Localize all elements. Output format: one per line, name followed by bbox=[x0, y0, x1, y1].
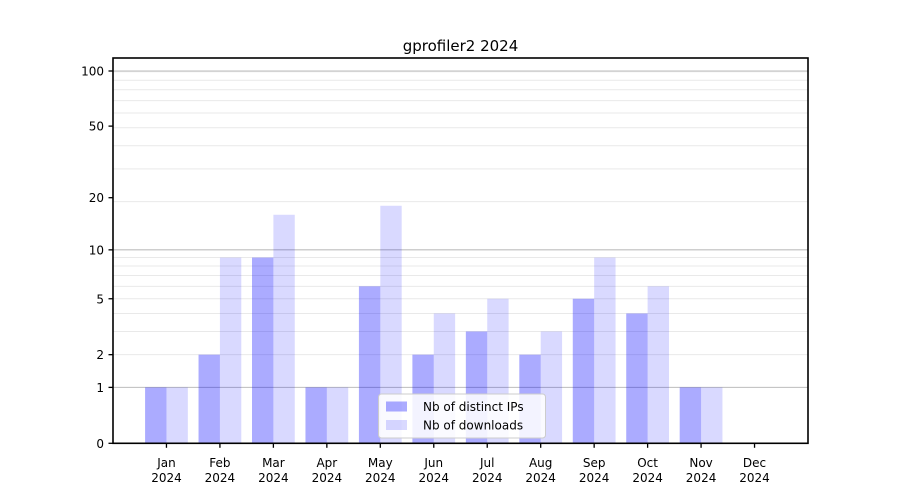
bar-downloads bbox=[594, 257, 616, 444]
bar-distinct-ips bbox=[679, 387, 702, 444]
x-tick-label-year: 2024 bbox=[579, 471, 610, 485]
bar-distinct-ips bbox=[626, 313, 648, 444]
bar-distinct-ips bbox=[358, 286, 381, 444]
bar-downloads bbox=[166, 387, 188, 444]
bar-downloads bbox=[273, 214, 295, 444]
legend: Nb of distinct IPs Nb of downloads bbox=[378, 393, 546, 439]
x-tick-label-month: Aug bbox=[529, 456, 552, 470]
plot-border bbox=[112, 57, 809, 445]
bar-distinct-ips bbox=[252, 257, 274, 444]
y-tick-label: 100 bbox=[81, 64, 104, 78]
x-tick-label-year: 2024 bbox=[418, 471, 449, 485]
x-tick-label-month: May bbox=[368, 456, 393, 470]
bar-distinct-ips bbox=[145, 387, 167, 444]
y-tick-label: 1 bbox=[96, 381, 104, 395]
bar-downloads bbox=[219, 257, 242, 444]
legend-box bbox=[378, 393, 546, 439]
x-tick-label-year: 2024 bbox=[205, 471, 236, 485]
x-tick-label-month: Jul bbox=[479, 456, 494, 470]
y-tick-label: 0 bbox=[96, 437, 104, 451]
x-tick-label-year: 2024 bbox=[632, 471, 663, 485]
y-tick-label: 10 bbox=[89, 243, 104, 257]
x-tick-label-month: Nov bbox=[689, 456, 712, 470]
legend-swatch-distinct-ips bbox=[386, 401, 407, 412]
x-tick-label-month: Sep bbox=[583, 456, 606, 470]
x-tick-label-year: 2024 bbox=[525, 471, 556, 485]
x-tick-label-month: Dec bbox=[743, 456, 766, 470]
chart-title: gprofiler2 2024 bbox=[403, 37, 519, 55]
x-tick-label-year: 2024 bbox=[739, 471, 770, 485]
x-tick-label-month: Feb bbox=[209, 456, 230, 470]
y-tick-label: 50 bbox=[89, 120, 104, 134]
bar-downloads bbox=[701, 387, 723, 444]
x-tick-label-month: Jun bbox=[423, 456, 443, 470]
bar-distinct-ips bbox=[572, 298, 595, 444]
x-tick-label-year: 2024 bbox=[472, 471, 503, 485]
x-tick-label-year: 2024 bbox=[686, 471, 717, 485]
bar-downloads bbox=[326, 387, 349, 444]
x-tick-label-month: Apr bbox=[316, 456, 337, 470]
x-tick-label-year: 2024 bbox=[258, 471, 289, 485]
x-tick-label-year: 2024 bbox=[312, 471, 343, 485]
plot-dynamic-layer: 0125102050100Jan2024Feb2024Mar2024Apr202… bbox=[81, 64, 808, 485]
legend-label-downloads: Nb of downloads bbox=[423, 419, 523, 433]
bar-downloads bbox=[540, 331, 563, 444]
x-tick-label-month: Oct bbox=[637, 456, 658, 470]
bar-distinct-ips bbox=[305, 387, 327, 444]
x-tick-label-year: 2024 bbox=[151, 471, 182, 485]
legend-swatch-downloads bbox=[386, 420, 407, 430]
legend-label-distinct-ips: Nb of distinct IPs bbox=[423, 400, 524, 414]
x-tick-label-year: 2024 bbox=[365, 471, 396, 485]
bar-downloads bbox=[380, 205, 402, 444]
y-tick-label: 2 bbox=[96, 348, 104, 362]
x-tick-label-month: Mar bbox=[262, 456, 285, 470]
bar-distinct-ips bbox=[198, 354, 220, 444]
y-tick-label: 5 bbox=[96, 292, 104, 306]
y-tick-label: 20 bbox=[89, 191, 104, 205]
x-tick-label-month: Jan bbox=[156, 456, 176, 470]
bar-downloads bbox=[647, 286, 669, 444]
